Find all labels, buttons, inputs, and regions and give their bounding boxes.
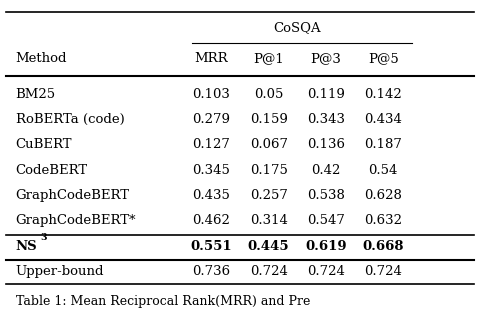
Text: BM25: BM25 bbox=[16, 88, 56, 101]
Text: CodeBERT: CodeBERT bbox=[16, 164, 88, 177]
Text: 0.159: 0.159 bbox=[250, 113, 288, 126]
Text: 0.445: 0.445 bbox=[248, 240, 289, 253]
Text: Upper-bound: Upper-bound bbox=[16, 265, 104, 278]
Text: 0.103: 0.103 bbox=[192, 88, 230, 101]
Text: CuBERT: CuBERT bbox=[16, 138, 72, 151]
Text: 0.127: 0.127 bbox=[192, 138, 230, 151]
Text: 0.628: 0.628 bbox=[364, 189, 402, 202]
Text: 0.434: 0.434 bbox=[364, 113, 402, 126]
Text: 0.067: 0.067 bbox=[250, 138, 288, 151]
Text: 0.119: 0.119 bbox=[307, 88, 345, 101]
Text: GraphCodeBERT: GraphCodeBERT bbox=[16, 189, 130, 202]
Text: 0.42: 0.42 bbox=[311, 164, 341, 177]
Text: NS: NS bbox=[16, 240, 37, 253]
Text: 0.668: 0.668 bbox=[362, 240, 404, 253]
Text: 0.187: 0.187 bbox=[364, 138, 402, 151]
Text: 0.54: 0.54 bbox=[369, 164, 398, 177]
Text: 0.314: 0.314 bbox=[250, 214, 288, 227]
Text: 0.435: 0.435 bbox=[192, 189, 230, 202]
Text: 0.547: 0.547 bbox=[307, 214, 345, 227]
Text: 0.551: 0.551 bbox=[191, 240, 232, 253]
Text: RoBERTa (code): RoBERTa (code) bbox=[16, 113, 124, 126]
Text: 0.462: 0.462 bbox=[192, 214, 230, 227]
Text: P@1: P@1 bbox=[253, 52, 284, 65]
Text: 0.343: 0.343 bbox=[307, 113, 345, 126]
Text: P@5: P@5 bbox=[368, 52, 398, 65]
Text: 0.724: 0.724 bbox=[250, 265, 288, 278]
Text: 0.619: 0.619 bbox=[305, 240, 347, 253]
Text: 0.632: 0.632 bbox=[364, 214, 402, 227]
Text: 3: 3 bbox=[40, 233, 47, 242]
Text: 0.736: 0.736 bbox=[192, 265, 230, 278]
Text: 0.345: 0.345 bbox=[192, 164, 230, 177]
Text: 0.136: 0.136 bbox=[307, 138, 345, 151]
Text: 0.142: 0.142 bbox=[364, 88, 402, 101]
Text: 0.175: 0.175 bbox=[250, 164, 288, 177]
Text: CoSQA: CoSQA bbox=[274, 21, 321, 34]
Text: P@3: P@3 bbox=[311, 52, 341, 65]
Text: 0.257: 0.257 bbox=[250, 189, 288, 202]
Text: Table 1: Mean Reciprocal Rank(MRR) and Pre: Table 1: Mean Reciprocal Rank(MRR) and P… bbox=[16, 295, 310, 308]
Text: 0.05: 0.05 bbox=[254, 88, 283, 101]
Text: MRR: MRR bbox=[194, 52, 228, 65]
Text: 0.538: 0.538 bbox=[307, 189, 345, 202]
Text: GraphCodeBERT*: GraphCodeBERT* bbox=[16, 214, 136, 227]
Text: 0.279: 0.279 bbox=[192, 113, 230, 126]
Text: 0.724: 0.724 bbox=[364, 265, 402, 278]
Text: Method: Method bbox=[16, 52, 67, 65]
Text: 0.724: 0.724 bbox=[307, 265, 345, 278]
